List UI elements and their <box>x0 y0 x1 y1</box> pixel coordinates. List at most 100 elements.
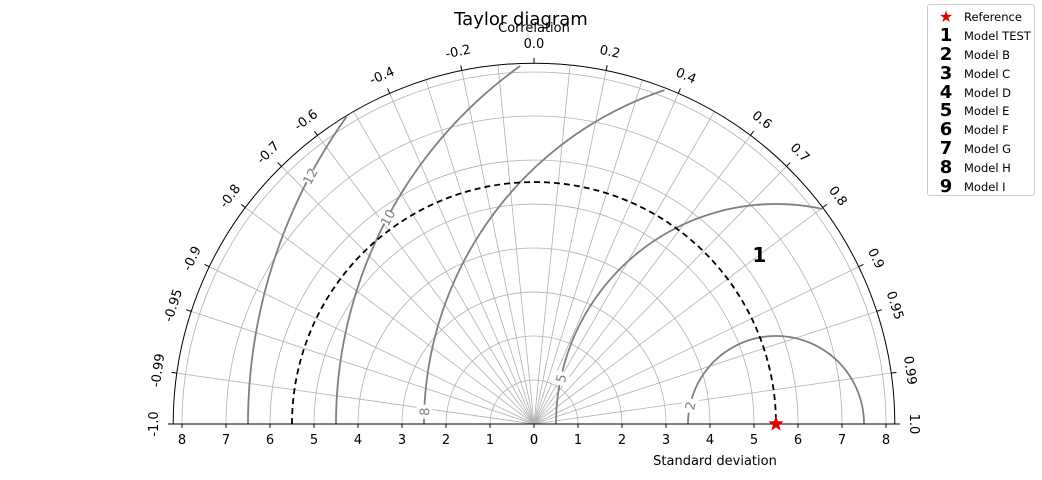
correlation-grid-ray <box>353 111 535 425</box>
correlation-grid-ray <box>461 70 535 425</box>
legend-label: Model TEST <box>964 29 1031 44</box>
legend-marker: 9 <box>939 175 953 197</box>
std-grid-arc <box>357 247 711 425</box>
contour-label-bg <box>299 166 321 187</box>
correlation-grid-ray <box>533 266 859 425</box>
correlation-grid-ray <box>317 135 535 425</box>
std-grid-arc <box>313 203 755 425</box>
correlation-tick-mark <box>186 309 192 312</box>
std-axis-label: Standard deviation <box>653 454 777 469</box>
rms-contour <box>423 89 665 425</box>
legend-entry: 6 Model F <box>934 121 1034 140</box>
correlation-tick-mark <box>171 371 177 374</box>
legend-label: Model C <box>964 66 1011 81</box>
correlation-tick-mark <box>786 162 791 167</box>
chart-title: Taylor diagram <box>453 9 588 30</box>
legend-entry: 2 Model B <box>934 43 1034 65</box>
legend-marker: 6 <box>939 119 953 141</box>
rms-contour <box>555 203 823 425</box>
correlation-tick-label: 0.4 <box>673 65 698 87</box>
std-tick-label: 3 <box>662 433 670 448</box>
legend-marker: 1 <box>939 25 953 47</box>
correlation-tick-label: 0.2 <box>598 43 621 62</box>
correlation-grid-ray <box>209 266 535 425</box>
correlation-grid-ray <box>245 207 535 425</box>
correlation-grid-ray <box>191 310 535 425</box>
correlation-grid-ray <box>281 166 535 425</box>
std-tick-label: 0 <box>530 433 538 448</box>
correlation-axis-label: Correlation <box>498 21 570 36</box>
outer-frame <box>172 62 896 425</box>
correlation-tick-mark <box>891 371 897 374</box>
legend-entry: 7 Model G <box>934 137 1034 159</box>
legend-label: Model I <box>964 179 1006 194</box>
contour-label: 12 <box>301 166 322 188</box>
correlation-grid-ray <box>533 310 877 425</box>
correlation-tick-label: 0.95 <box>883 290 906 322</box>
legend-label: Model H <box>964 160 1011 175</box>
std-tick-label: 2 <box>618 433 626 448</box>
contour-label-bg <box>680 397 700 415</box>
correlation-tick-label: -0.95 <box>161 287 186 324</box>
contour-label-bg <box>377 207 398 228</box>
correlation-tick-mark <box>677 88 681 94</box>
std-tick-label: 6 <box>794 433 802 448</box>
correlation-tick-label: -0.9 <box>180 244 205 273</box>
correlation-tick-mark <box>387 88 391 94</box>
axes-frame <box>172 62 896 425</box>
std-tick-label: 4 <box>354 433 362 448</box>
contour-label: 8 <box>418 407 433 416</box>
correlation-grid-ray <box>176 372 535 425</box>
contour-label-bg <box>551 369 571 387</box>
grid <box>176 64 892 425</box>
std-tick-label: 8 <box>178 433 186 448</box>
correlation-tick-mark <box>240 203 246 208</box>
correlation-tick-label: 0.7 <box>787 141 812 166</box>
reference-std-arc <box>291 181 777 425</box>
legend-marker: 8 <box>939 156 953 178</box>
correlation-grid-ray <box>533 135 751 425</box>
correlation-grid-ray <box>533 64 571 425</box>
correlation-tick-label: 0.8 <box>825 184 849 210</box>
legend-label: Reference <box>964 10 1022 25</box>
legend-entry: 3 Model C <box>934 64 1034 83</box>
legend-marker: 4 <box>939 81 953 103</box>
std-tick-label: 2 <box>442 433 450 448</box>
model-markers: 1 <box>752 243 766 267</box>
correlation-tick-label: -0.2 <box>444 42 472 62</box>
std-grid-arc <box>401 291 667 425</box>
correlation-tick-label: -0.6 <box>292 107 321 134</box>
legend-label: Model G <box>964 141 1012 156</box>
correlation-tick-mark <box>204 263 210 268</box>
std-grid-arc <box>445 335 623 425</box>
correlation-tick-mark <box>313 130 318 136</box>
correlation-tick-label: 0.9 <box>864 246 887 271</box>
correlation-tick-mark <box>605 65 608 71</box>
legend-marker: 2 <box>939 43 953 65</box>
tick-labels: 8 7 6 5 4 3 2 1 00 1 2 3 4 5 6 7 81.00.990.950.90.80.70.… <box>147 37 921 448</box>
correlation-tick-mark <box>822 203 828 208</box>
correlation-tick-label: -0.99 <box>149 353 169 388</box>
contour-label: 2 <box>683 400 699 411</box>
legend: ★ Reference 1 Model TEST 2 Model B 3 Model C 4 Mo… <box>927 4 1035 196</box>
rms-contour <box>247 116 348 425</box>
std-tick-label: 3 <box>398 433 406 448</box>
std-tick-label: 6 <box>266 433 274 448</box>
reference-layer <box>291 181 784 431</box>
correlation-grid-ray <box>533 207 823 425</box>
contour-label-bg <box>415 404 433 419</box>
correlation-tick-mark <box>460 65 463 71</box>
std-tick-label: 1 <box>574 433 582 448</box>
legend-marker: 7 <box>939 137 953 159</box>
std-tick-label: 7 <box>222 433 230 448</box>
legend-label: Model F <box>964 123 1009 138</box>
reference-marker <box>768 416 784 431</box>
std-tick-label: 5 <box>310 433 318 448</box>
correlation-tick-mark <box>876 309 882 312</box>
correlation-grid-ray <box>389 93 535 425</box>
contour-label: 10 <box>378 207 399 229</box>
rms-contour <box>687 335 865 424</box>
correlation-grid-ray <box>533 372 892 425</box>
legend-entry: 8 Model H <box>934 158 1034 177</box>
